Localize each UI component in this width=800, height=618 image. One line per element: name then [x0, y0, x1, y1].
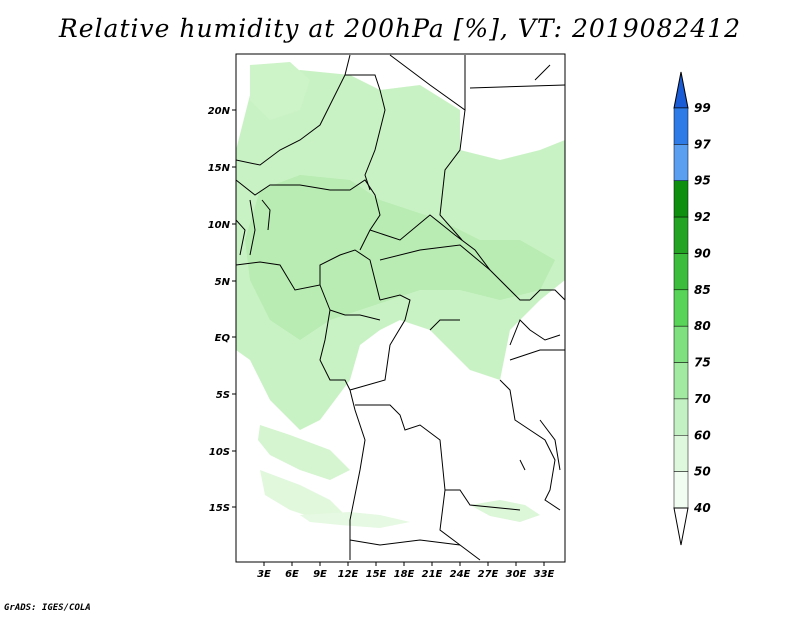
lon-label: 21E — [422, 569, 443, 580]
country-borders — [236, 54, 565, 561]
colorbar-label: 50 — [694, 465, 711, 479]
lon-label: 30E — [506, 569, 527, 580]
lon-label: 15E — [366, 569, 387, 580]
colorbar-cell — [673, 471, 689, 509]
colorbar-label: 80 — [694, 319, 711, 333]
longitude-labels: 3E 6E 9E 12E 15E 18E 21E 24E 27E 30E 33E — [257, 569, 554, 580]
colorbar-top-arrow — [673, 71, 689, 109]
lat-label: 15N — [208, 163, 231, 174]
colorbar-cell — [673, 435, 689, 472]
colorbar-cell — [673, 325, 689, 363]
colorbar-cell — [673, 253, 689, 291]
colorbar-label: 70 — [694, 392, 711, 406]
colorbar-cell — [673, 180, 689, 218]
lon-label: 18E — [394, 569, 415, 580]
lat-label: 5N — [215, 277, 231, 288]
colorbar-label: 85 — [694, 283, 711, 297]
rh-area-south-3 — [300, 512, 410, 528]
rh-area-south-2 — [260, 470, 345, 520]
lon-label: 27E — [478, 569, 499, 580]
colorbar-cell — [673, 362, 689, 400]
colorbar: 99 97 95 92 90 85 80 75 70 60 50 40 — [673, 71, 711, 546]
colorbar-cell — [673, 144, 689, 181]
lon-label: 33E — [534, 569, 555, 580]
lon-label: 12E — [338, 569, 359, 580]
colorbar-label: 97 — [694, 137, 711, 151]
lat-label: 20N — [208, 106, 231, 117]
map-title: Relative humidity at 200hPa [%], VT: 201… — [58, 14, 742, 43]
rh-area-mid — [245, 175, 555, 340]
colorbar-label: 92 — [694, 210, 711, 224]
colorbar-label: 95 — [694, 174, 711, 188]
lon-label: 6E — [285, 569, 299, 580]
lat-label: 10N — [208, 220, 231, 231]
map-frame — [235, 53, 566, 563]
colorbar-label: 90 — [694, 246, 711, 260]
colorbar-bottom-arrow — [673, 507, 689, 546]
lat-label: 10S — [209, 447, 230, 458]
grads-credit: GrADS: IGES/COLA — [4, 603, 91, 613]
latitude-labels: 20N 15N 10N 5N EQ 5S 10S 15S — [208, 106, 231, 514]
colorbar-cell — [673, 398, 689, 436]
rh-area-northwest — [250, 62, 310, 120]
lon-label: 3E — [257, 569, 271, 580]
rh-area-southeast — [470, 500, 540, 522]
lat-label: 15S — [209, 503, 230, 514]
lon-label: 9E — [313, 569, 327, 580]
lat-label: EQ — [215, 333, 231, 344]
colorbar-label: 60 — [694, 428, 711, 442]
colorbar-label: 99 — [694, 101, 711, 115]
lat-label: 5S — [216, 390, 230, 401]
colorbar-cell — [673, 107, 689, 145]
colorbar-label: 40 — [693, 501, 711, 515]
axis-ticks — [232, 109, 545, 566]
lon-label: 24E — [450, 569, 471, 580]
humidity-shading — [236, 62, 565, 528]
colorbar-label: 75 — [694, 356, 711, 370]
rh-area-south-1 — [258, 425, 350, 480]
colorbar-cell — [673, 216, 689, 254]
colorbar-cell — [673, 289, 689, 327]
